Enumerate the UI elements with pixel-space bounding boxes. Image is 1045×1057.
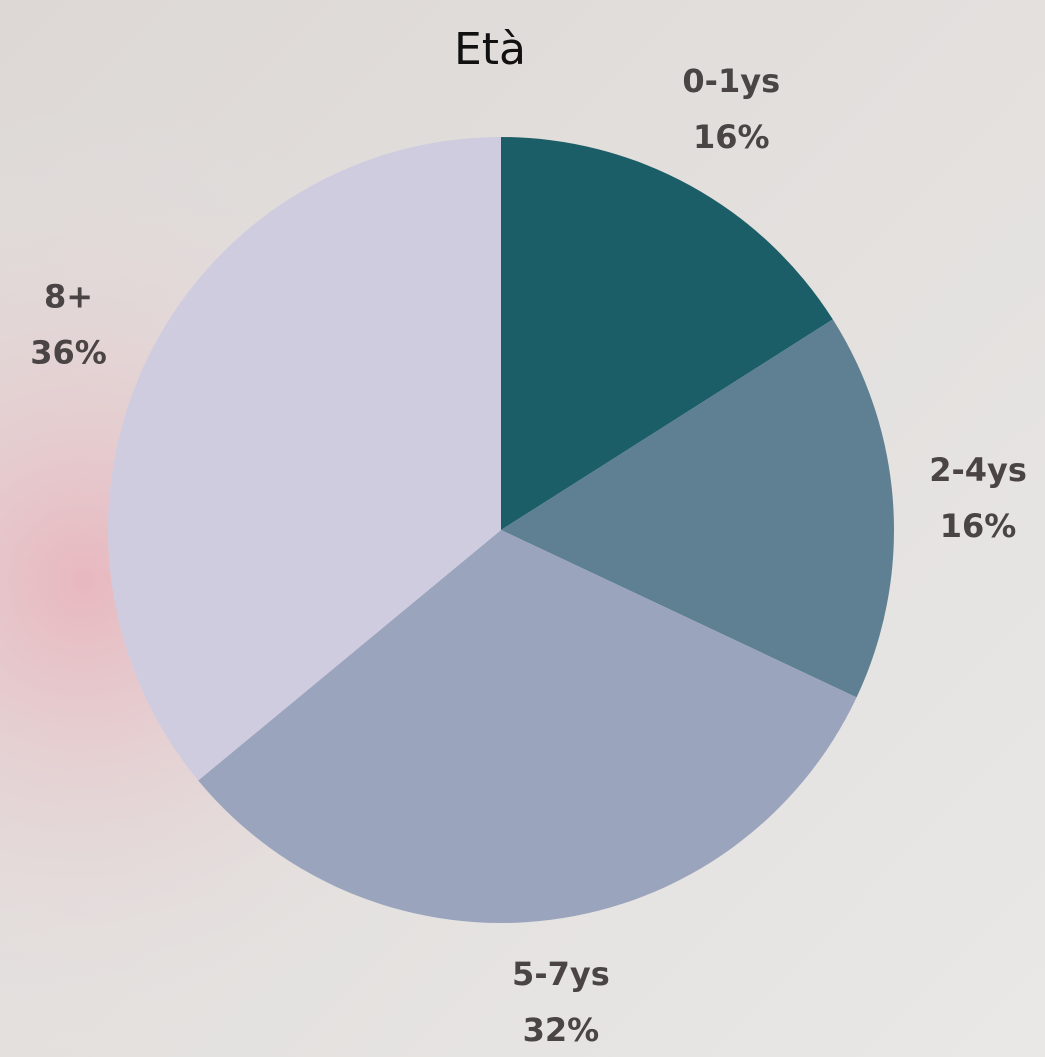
slice-category-label: 0-1ys <box>682 62 780 100</box>
slice-value-label: 16% <box>940 507 1017 545</box>
slice-value-label: 36% <box>30 333 107 371</box>
chart-title: Età <box>454 24 526 75</box>
slice-category-label: 5-7ys <box>512 955 610 993</box>
slice-category-label: 2-4ys <box>929 451 1027 489</box>
slice-value-label: 32% <box>523 1011 600 1049</box>
slice-category-label: 8+ <box>44 277 93 315</box>
pie <box>108 137 894 923</box>
slice-value-label: 16% <box>693 118 770 156</box>
page: {"chart_data": {"type": "pie", "title": … <box>0 0 1045 1057</box>
chart: Età 0-1ys 16% 2-4ys 16% 5-7ys 32% 8+ 36% <box>0 0 1045 1057</box>
